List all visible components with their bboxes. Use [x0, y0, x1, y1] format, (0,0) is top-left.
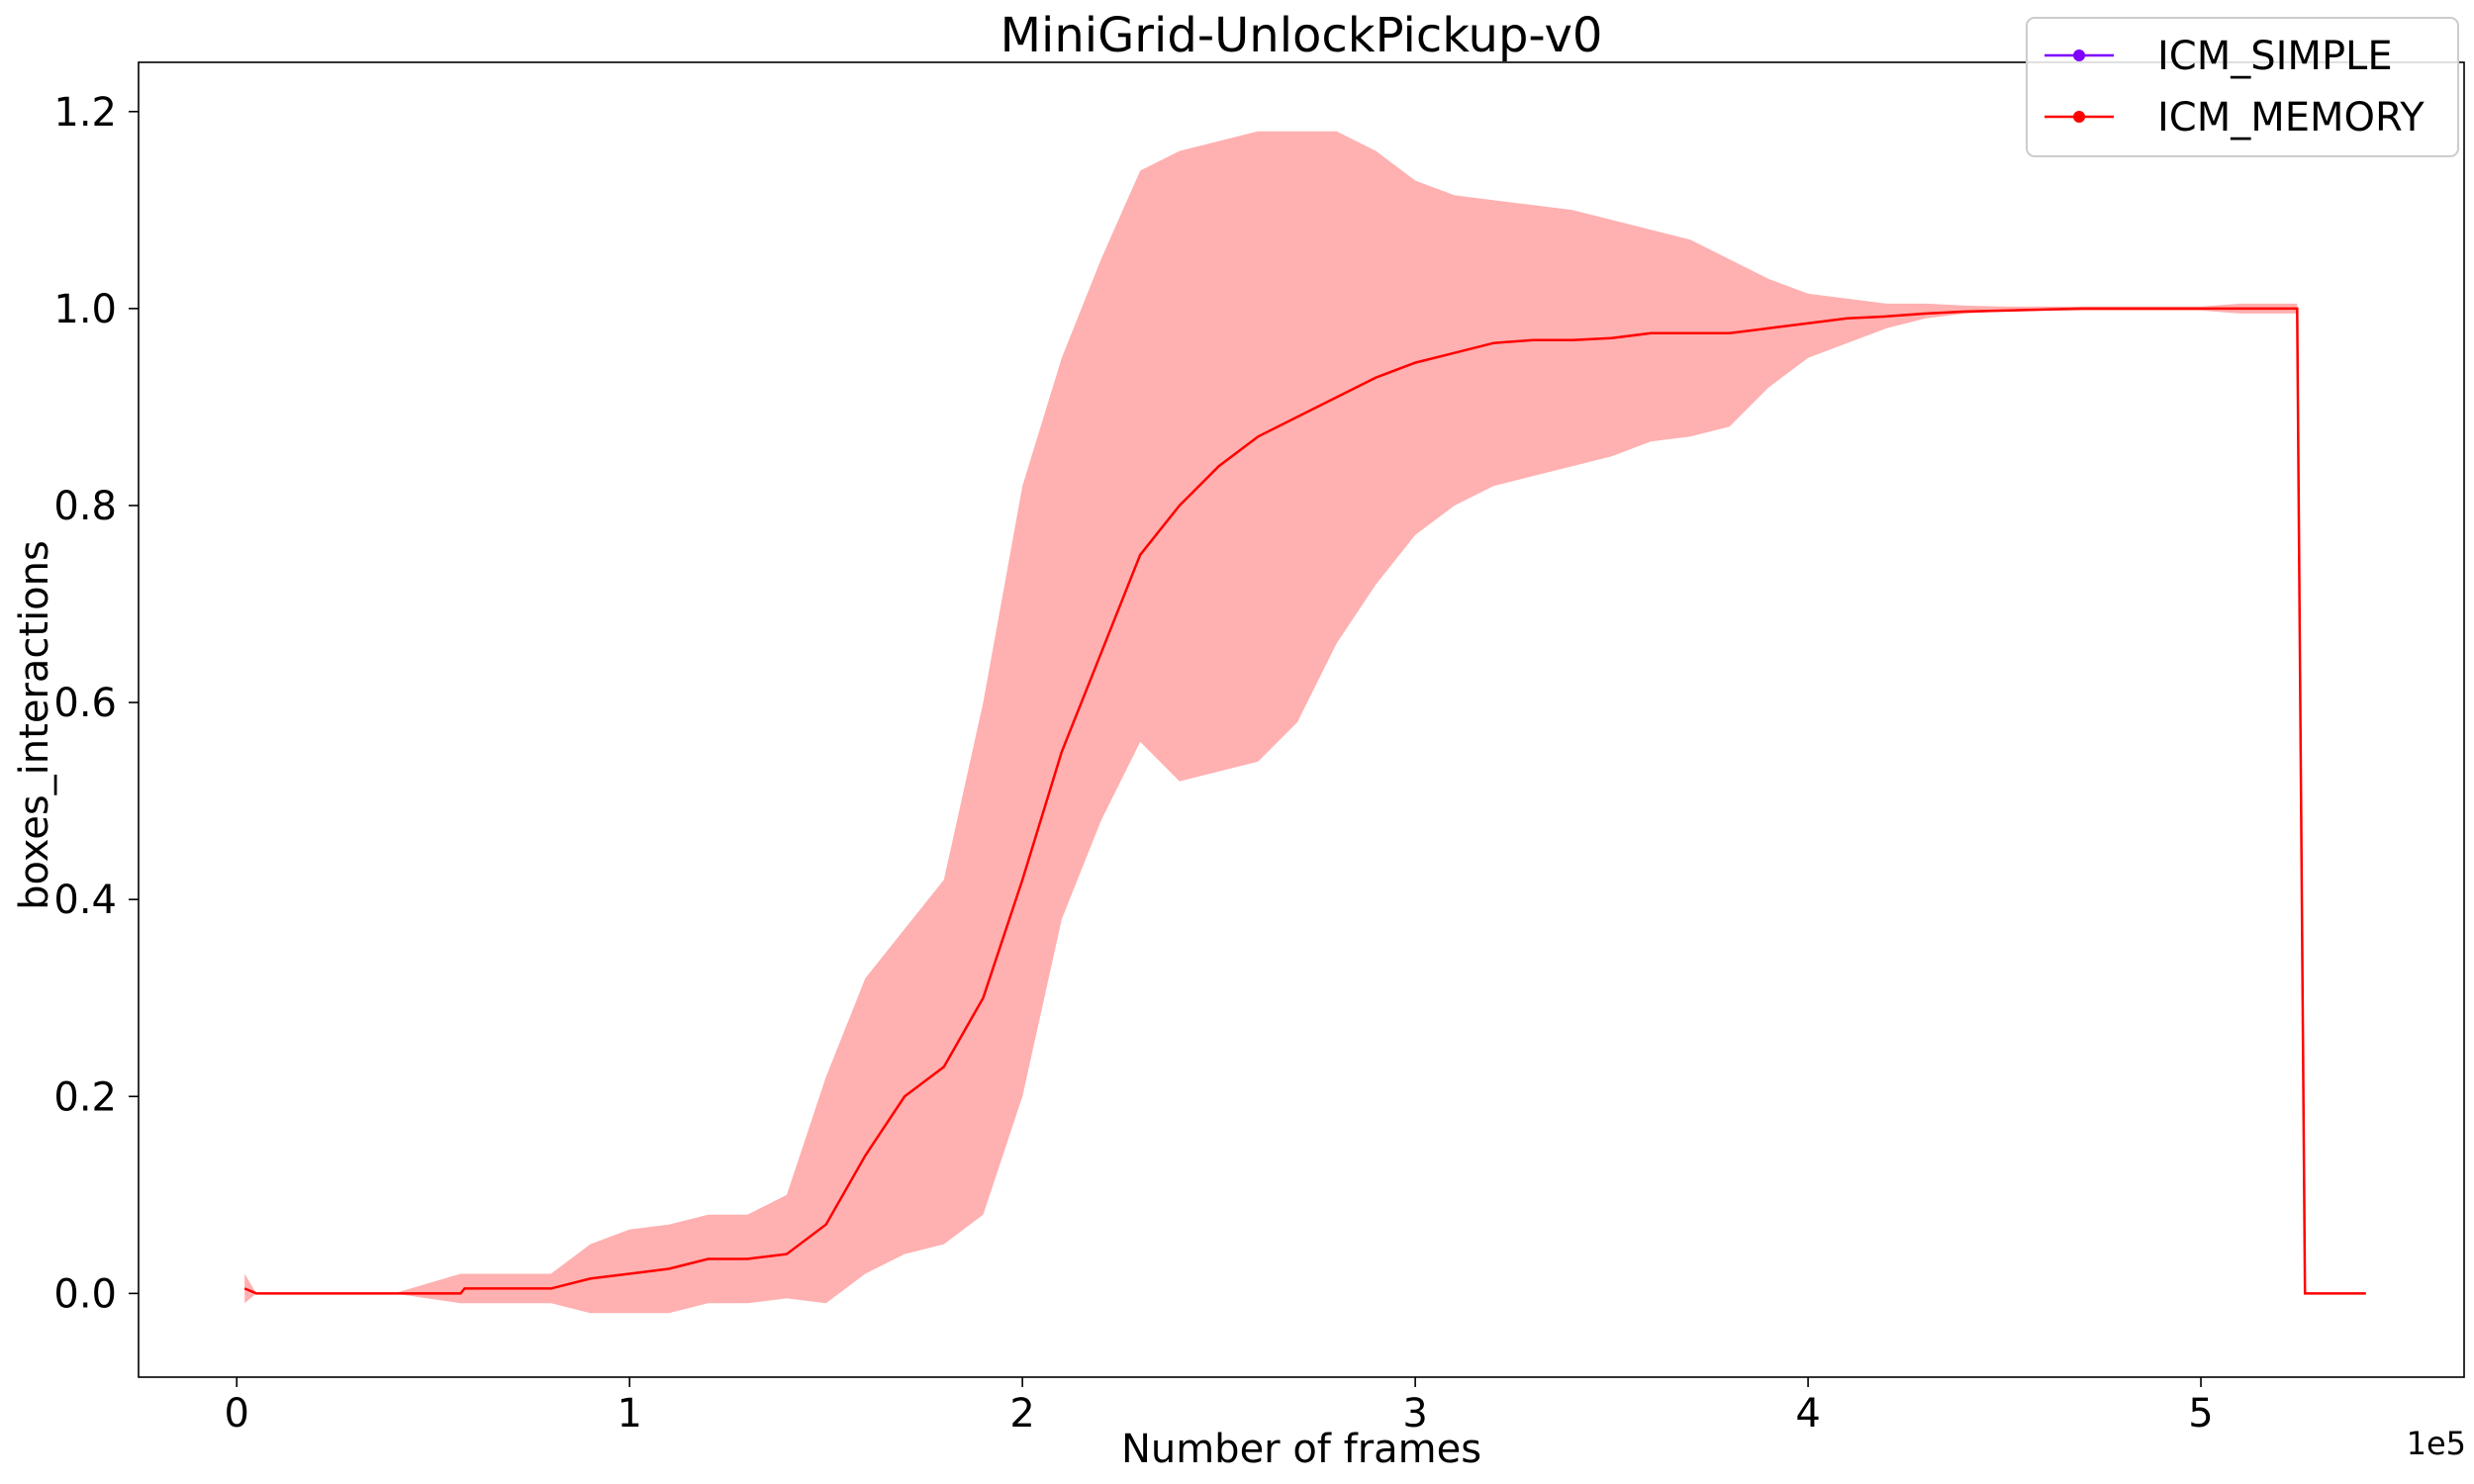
legend-label-icm-memory: ICM_MEMORY [2157, 95, 2425, 140]
y-tick-label: 1.0 [53, 287, 117, 332]
plot-frame [138, 61, 2465, 1378]
chart-title: MiniGrid-UnlockPickup-v0 [1000, 8, 1603, 63]
x-tick-label: 0 [225, 1391, 249, 1437]
y-tick-label: 0.0 [53, 1271, 117, 1317]
x-axis-label: Number of frames [1121, 1427, 1481, 1472]
x-axis-offset-label: 1e5 [2407, 1425, 2466, 1462]
legend: ICM_SIMPLE ICM_MEMORY [2026, 17, 2459, 157]
series-band-icm-memory [244, 131, 2366, 1314]
legend-marker-icm-simple [2073, 49, 2085, 61]
y-tick-label: 0.6 [53, 681, 117, 726]
y-tick-label: 0.4 [53, 878, 117, 923]
y-tick-label: 1.2 [53, 90, 117, 136]
axes: 0 1 2 3 4 5 0.0 0.2 0.4 0.6 0.8 1.0 1.2 [53, 61, 2465, 1437]
x-tick-label: 4 [1795, 1391, 1820, 1437]
plot-area [243, 131, 2366, 1314]
x-tick-label: 5 [2188, 1391, 2213, 1437]
y-tick-label: 0.2 [53, 1074, 117, 1120]
legend-box [2026, 17, 2459, 157]
series-line-icm-memory [243, 307, 2366, 1295]
y-axis-label: boxes_interactions [12, 540, 57, 910]
x-tick-label: 2 [1009, 1391, 1034, 1437]
x-tick-label: 1 [617, 1391, 641, 1437]
y-tick-label: 0.8 [53, 484, 117, 529]
x-tick-label: 3 [1402, 1391, 1427, 1437]
legend-marker-icm-memory [2073, 111, 2085, 123]
legend-label-icm-simple: ICM_SIMPLE [2157, 34, 2393, 79]
